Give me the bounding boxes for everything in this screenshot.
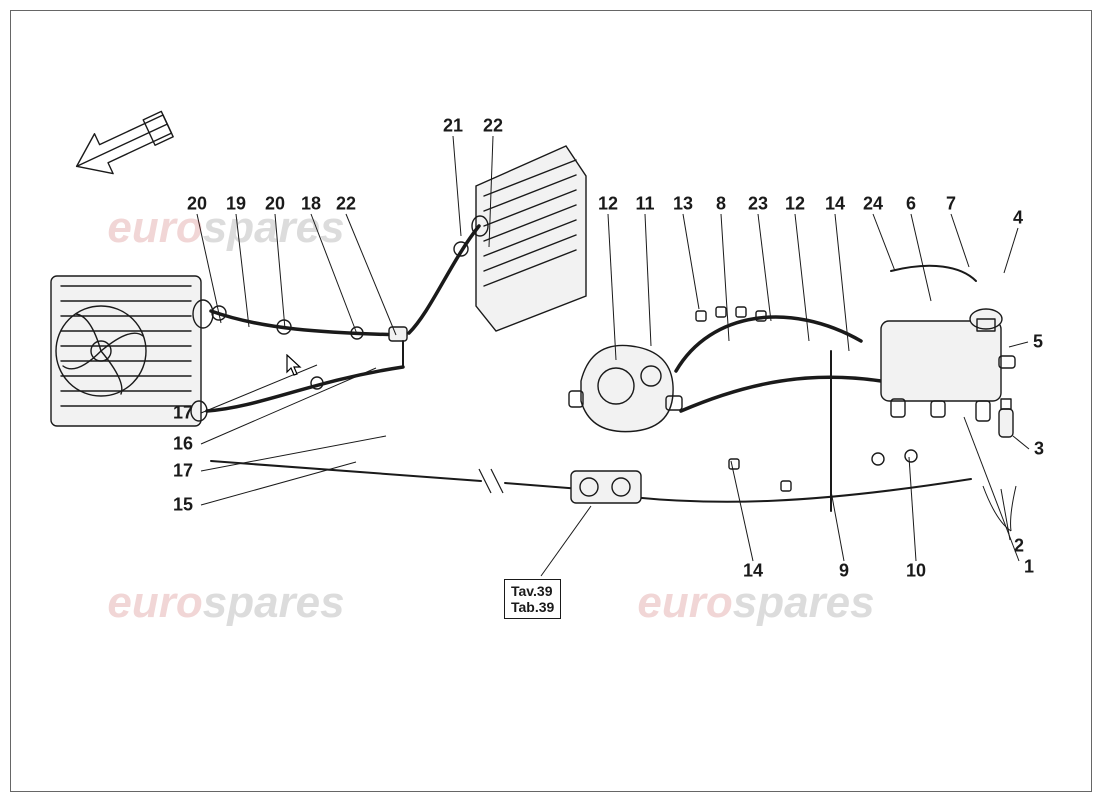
diagram-frame: eurospares eurospares eurospares 2019201… bbox=[10, 10, 1092, 792]
callout-7: 7 bbox=[946, 194, 956, 215]
heater-valve bbox=[571, 471, 641, 503]
callout-24: 24 bbox=[863, 194, 883, 215]
callout-17: 17 bbox=[173, 403, 193, 424]
callout-4: 4 bbox=[1013, 208, 1023, 229]
pipe-break-icon bbox=[479, 469, 503, 493]
hose-left-upper bbox=[211, 311, 406, 335]
callout-14: 14 bbox=[743, 561, 763, 582]
hose-to-top-rad bbox=[409, 226, 479, 333]
expansion-tank bbox=[881, 309, 1015, 421]
tab-line-1: Tav.39 bbox=[511, 583, 554, 599]
callout-23: 23 bbox=[748, 194, 768, 215]
callout-3: 3 bbox=[1034, 439, 1044, 460]
long-pipe bbox=[211, 461, 481, 481]
hose-23 bbox=[681, 377, 881, 411]
callout-5: 5 bbox=[1033, 332, 1043, 353]
hose-7 bbox=[891, 266, 976, 281]
tab-reference-box: Tav.39 Tab.39 bbox=[504, 579, 561, 619]
callout-19: 19 bbox=[226, 194, 246, 215]
callout-14: 14 bbox=[825, 194, 845, 215]
hose-8 bbox=[676, 317, 861, 371]
callout-8: 8 bbox=[716, 194, 726, 215]
direction-arrow-icon bbox=[67, 104, 176, 186]
callout-9: 9 bbox=[839, 561, 849, 582]
callout-6: 6 bbox=[906, 194, 916, 215]
parts-scene bbox=[11, 11, 1091, 791]
callout-20: 20 bbox=[265, 194, 285, 215]
callout-10: 10 bbox=[906, 561, 926, 582]
callout-12: 12 bbox=[785, 194, 805, 215]
callout-2: 2 bbox=[1014, 536, 1024, 557]
callout-17: 17 bbox=[173, 461, 193, 482]
callout-18: 18 bbox=[301, 194, 321, 215]
callout-13: 13 bbox=[673, 194, 693, 215]
hose-left-lower bbox=[207, 367, 403, 411]
callout-15: 15 bbox=[173, 495, 193, 516]
callout-1: 1 bbox=[1024, 557, 1034, 578]
tab-line-2: Tab.39 bbox=[511, 599, 554, 615]
hose-bottom-run bbox=[586, 479, 971, 502]
callout-22: 22 bbox=[336, 194, 356, 215]
callout-16: 16 bbox=[173, 434, 193, 455]
callout-12: 12 bbox=[598, 194, 618, 215]
callout-20: 20 bbox=[187, 194, 207, 215]
sensor-3 bbox=[999, 399, 1013, 437]
callout-21: 21 bbox=[443, 116, 463, 137]
thermostat-housing bbox=[569, 345, 682, 431]
callout-22: 22 bbox=[483, 116, 503, 137]
callout-11: 11 bbox=[635, 194, 654, 215]
